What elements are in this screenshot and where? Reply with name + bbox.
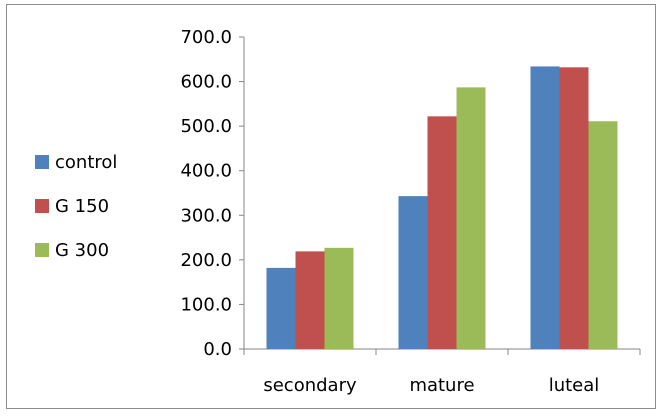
legend-label: G 300 [55, 240, 109, 261]
y-tick-label: 400.0 [180, 161, 232, 182]
x-tick-label: luteal [549, 375, 600, 396]
legend-label: control [55, 152, 117, 173]
bar-g-150-luteal [559, 67, 589, 350]
bar-control-luteal [530, 66, 560, 349]
bar-control-secondary [266, 267, 296, 349]
legend-label: G 150 [55, 196, 109, 217]
legend-swatch [35, 155, 49, 169]
y-tick-label: 100.0 [180, 294, 232, 315]
legend-item: G 300 [35, 240, 109, 261]
x-tick-label: mature [409, 375, 474, 396]
bar-g-300-secondary [324, 247, 354, 349]
y-tick-label: 500.0 [180, 116, 232, 137]
y-tick-label: 0.0 [203, 339, 232, 360]
legend-swatch [35, 243, 49, 257]
bar-g-300-luteal [588, 121, 618, 350]
y-tick-label: 300.0 [180, 205, 232, 226]
bar-control-mature [398, 196, 428, 349]
legend-swatch [35, 199, 49, 213]
bars [266, 66, 618, 350]
tick-labels: 0.0 100.0 200.0 300.0 400.0 500.0 600.0 700.0 se… [180, 27, 599, 396]
legend-item: G 150 [35, 196, 109, 217]
bar-g-300-mature [456, 87, 486, 349]
bar-g-150-mature [427, 116, 457, 349]
legend: control G 150 G 300 [35, 152, 117, 261]
y-tick-label: 700.0 [180, 27, 232, 48]
y-tick-label: 200.0 [180, 250, 232, 271]
y-tick-label: 600.0 [180, 72, 232, 93]
x-tick-label: secondary [263, 375, 357, 396]
bar-g-150-secondary [295, 251, 325, 349]
legend-item: control [35, 152, 117, 173]
